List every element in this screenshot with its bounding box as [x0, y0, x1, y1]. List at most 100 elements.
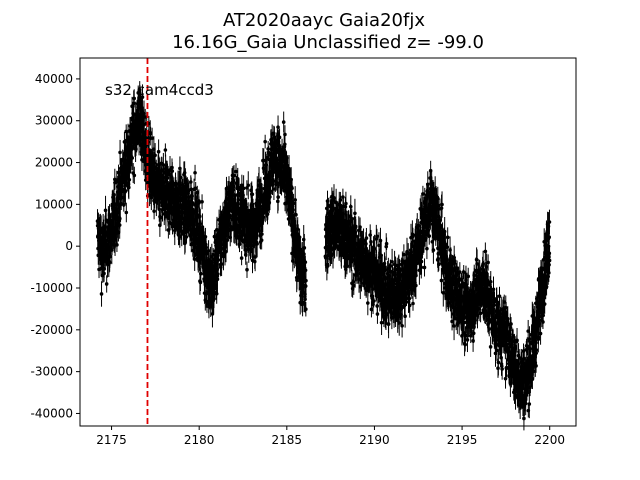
data-point: [421, 192, 425, 196]
data-point: [283, 142, 287, 147]
data-point: [344, 201, 348, 206]
data-point: [351, 280, 356, 284]
data-point: [303, 297, 307, 302]
data-point: [198, 280, 203, 285]
data-point: [260, 232, 264, 236]
data-point: [233, 193, 237, 198]
data-point: [198, 221, 203, 226]
data-point: [225, 238, 230, 242]
data-point: [397, 321, 402, 325]
data-point: [263, 139, 267, 144]
data-point: [304, 278, 308, 283]
data-point: [419, 259, 424, 264]
data-point: [163, 148, 168, 152]
data-point: [402, 252, 406, 257]
data-points: [95, 81, 552, 431]
data-point: [150, 136, 154, 140]
data-point: [332, 195, 336, 200]
data-point: [302, 246, 307, 250]
data-point: [131, 101, 136, 106]
data-point: [366, 301, 370, 305]
data-point: [99, 292, 104, 296]
data-point: [325, 264, 330, 268]
data-point: [276, 125, 280, 129]
data-point: [234, 169, 238, 174]
data-point: [301, 237, 306, 242]
data-point: [250, 192, 255, 197]
data-point: [216, 258, 221, 262]
data-point: [378, 238, 383, 243]
data-point: [103, 208, 108, 213]
data-point: [197, 201, 201, 205]
data-point: [118, 216, 122, 221]
data-point: [427, 234, 432, 238]
data-point: [132, 96, 137, 101]
data-point: [368, 233, 372, 237]
data-point: [291, 201, 296, 206]
data-point: [371, 299, 376, 304]
data-point: [216, 272, 220, 276]
data-point: [261, 215, 266, 219]
data-point: [281, 120, 286, 124]
data-point: [132, 173, 137, 178]
data-point: [193, 186, 198, 191]
data-point: [290, 186, 294, 191]
data-point: [386, 322, 391, 326]
data-point: [124, 210, 129, 215]
data-point: [122, 203, 126, 207]
data-point: [219, 262, 224, 266]
data-point: [123, 189, 128, 193]
data-point: [245, 267, 249, 272]
data-point: [383, 265, 387, 269]
data-point: [343, 204, 348, 209]
data-point: [115, 243, 119, 247]
data-point: [353, 224, 358, 229]
data-point: [157, 207, 162, 212]
data-point: [422, 265, 427, 270]
data-point: [152, 209, 156, 213]
data-point: [295, 227, 300, 231]
data-point: [403, 314, 407, 318]
data-point: [400, 323, 404, 328]
data-point: [192, 257, 197, 261]
data-point: [255, 242, 259, 246]
data-point: [140, 95, 145, 99]
data-point: [375, 234, 379, 239]
data-point: [341, 195, 345, 199]
data-point: [118, 150, 122, 155]
data-point: [112, 193, 116, 197]
data-point: [293, 198, 298, 202]
data-point: [411, 301, 415, 306]
data-point: [193, 170, 197, 175]
data-point: [204, 252, 209, 256]
data-point: [425, 246, 429, 251]
data-point: [143, 115, 148, 119]
data-point: [239, 256, 244, 260]
data-point: [214, 291, 219, 296]
data-point: [211, 252, 216, 257]
data-point: [390, 260, 394, 264]
data-point: [348, 204, 353, 209]
data-point: [153, 153, 157, 158]
data-point: [215, 228, 219, 232]
data-point: [283, 132, 287, 137]
data-point: [148, 131, 153, 136]
data-point: [272, 187, 276, 191]
data-point: [156, 149, 161, 154]
data-point: [277, 135, 282, 140]
data-point: [294, 212, 298, 217]
data-point: [304, 307, 308, 312]
data-point: [407, 303, 412, 308]
data-point: [182, 170, 187, 175]
data-point: [364, 236, 369, 240]
data-point: [274, 150, 279, 155]
data-point: [345, 264, 349, 269]
data-point: [130, 156, 135, 160]
data-point: [200, 199, 204, 204]
data-point: [266, 147, 270, 151]
data-point: [423, 238, 427, 242]
data-point: [246, 183, 251, 188]
data-point: [369, 240, 373, 244]
data-point: [253, 255, 257, 259]
